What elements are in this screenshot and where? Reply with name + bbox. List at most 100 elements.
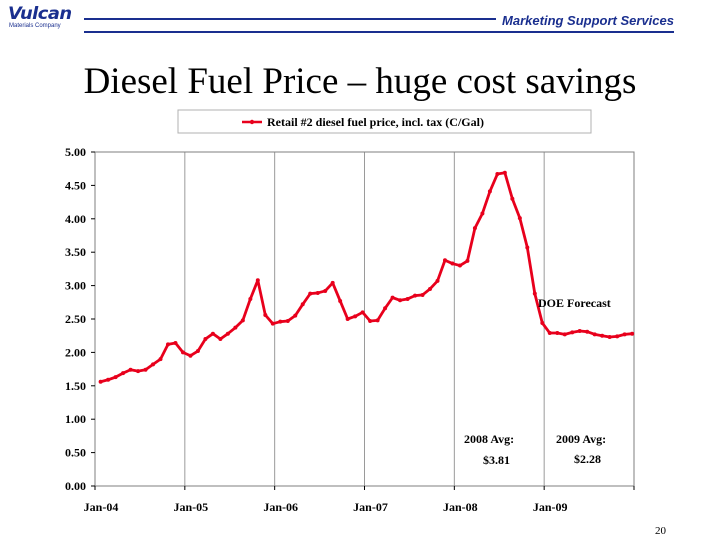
data-point [151,362,156,367]
data-point [98,379,103,384]
data-point [121,371,126,376]
data-point [405,296,410,301]
header-rule-bottom [84,31,674,33]
data-point [300,302,305,307]
page-number: 20 [655,525,666,537]
y-axis-ticks: 0.00 0.50 1.00 1.50 2.00 2.50 3.00 3.50 4.00 4.50… [65,145,95,493]
data-point [622,332,627,337]
department-label: Marketing Support Services [502,13,674,28]
data-point [240,318,245,323]
y-tick-label: 1.00 [65,412,86,426]
y-tick-label: 2.50 [65,312,86,326]
data-point [315,290,320,295]
legend-label: Retail #2 diesel fuel price, incl. tax (… [267,115,484,129]
avg-2008-label: 2008 Avg: [464,432,514,446]
data-point [435,278,440,283]
data-point [113,375,118,380]
data-point [562,332,567,337]
data-point [398,298,403,303]
data-point [285,319,290,323]
data-point [353,314,358,319]
y-tick-label: 1.50 [65,379,86,393]
data-point [375,318,380,323]
data-point [248,296,253,301]
y-tick-label: 4.00 [65,212,86,226]
x-tick-label: Jan-07 [353,500,388,514]
data-point [457,263,462,268]
data-point [570,330,575,335]
data-point [442,258,447,263]
data-point [600,333,605,338]
series-line [100,171,633,384]
data-point [502,170,507,175]
data-point [270,321,275,326]
data-point [472,226,477,231]
slide-title: Diesel Fuel Price – huge cost savings [83,61,637,102]
x-tick-label: Jan-08 [443,500,478,514]
data-point [525,245,530,250]
logo-wordmark: Vulcan [8,4,72,24]
series-retail-diesel [98,170,635,384]
data-point [293,313,298,318]
avg-2009-value: $2.28 [574,452,601,466]
data-point [308,291,313,296]
data-point [338,298,343,303]
y-tick-label: 3.50 [65,245,86,259]
data-point [188,353,193,358]
data-point [540,321,545,326]
data-point [465,258,470,263]
data-point [390,295,395,300]
y-tick-label: 0.50 [65,446,86,460]
data-point [330,280,335,285]
data-point [195,349,200,354]
data-point [592,332,597,337]
y-tick-label: 3.00 [65,279,86,293]
grid-lines [184,152,545,486]
data-point [480,211,485,216]
legend-point-marker [249,119,255,125]
data-point [517,216,522,221]
x-tick-label: Jan-09 [533,500,568,514]
data-point [368,319,373,323]
data-point [577,329,582,334]
avg-2009-label: 2009 Avg: [556,432,606,446]
data-point [323,288,328,293]
data-point [615,334,620,339]
data-point [495,172,500,177]
data-point [607,335,612,340]
y-tick-label: 5.00 [65,145,86,159]
x-tick-label: Jan-04 [84,500,119,514]
data-point [158,357,163,362]
data-point [547,331,552,336]
data-point [345,317,350,321]
data-point [510,196,515,201]
data-point [106,377,111,382]
x-tick-label: Jan-05 [173,500,208,514]
y-tick-label: 2.00 [65,345,86,359]
data-point [383,306,388,311]
data-point [420,292,425,297]
y-tick-label: 0.00 [65,479,86,493]
data-point [360,310,365,315]
data-point [180,350,185,355]
data-point [555,331,560,336]
data-point [203,337,208,342]
data-point [136,369,141,374]
avg-2008-value: $3.81 [483,453,510,467]
data-point [233,325,238,330]
data-point [263,312,268,317]
data-point [450,261,455,266]
data-point [210,331,215,336]
data-point [165,342,170,347]
data-point [413,293,418,298]
data-point [143,367,148,372]
data-point [128,367,133,372]
data-point [428,286,432,291]
legend-box [177,109,592,134]
data-point [585,329,590,334]
data-point [487,189,492,194]
data-point [255,278,260,283]
data-point [218,337,223,342]
data-point [532,291,537,296]
